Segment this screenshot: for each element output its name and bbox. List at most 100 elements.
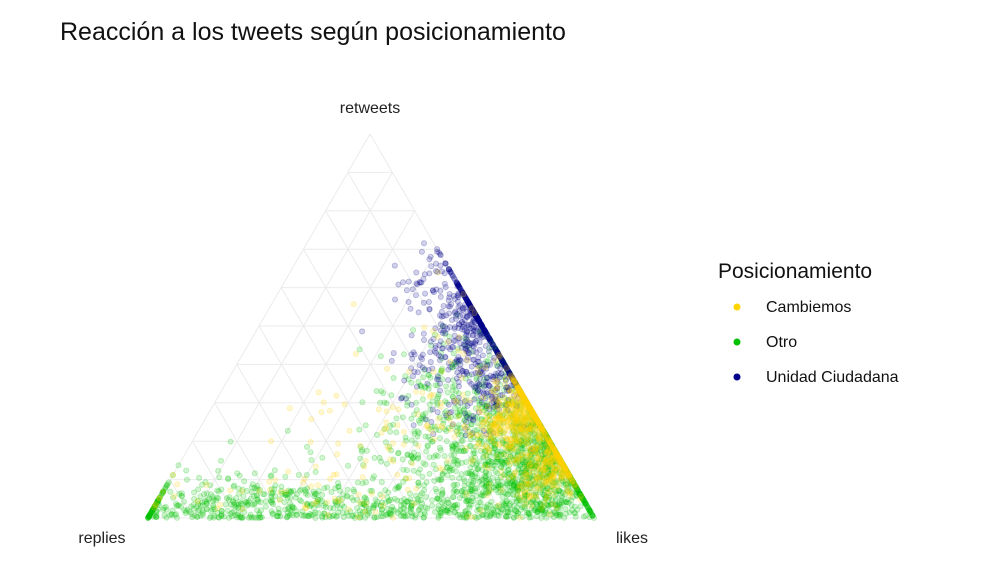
data-point bbox=[520, 394, 527, 401]
data-point bbox=[544, 448, 551, 455]
data-point bbox=[545, 437, 552, 444]
data-point bbox=[505, 513, 512, 520]
data-point bbox=[500, 451, 507, 458]
data-point bbox=[507, 410, 514, 417]
data-point bbox=[525, 475, 532, 482]
data-point bbox=[550, 446, 557, 453]
data-point bbox=[442, 260, 449, 267]
data-point bbox=[405, 298, 412, 305]
data-point bbox=[545, 437, 552, 444]
data-point bbox=[528, 462, 535, 469]
data-point bbox=[495, 502, 502, 509]
data-point bbox=[566, 473, 573, 480]
data-point bbox=[544, 435, 551, 442]
data-point bbox=[502, 381, 509, 388]
data-point bbox=[489, 459, 496, 466]
data-point bbox=[543, 441, 550, 448]
data-point bbox=[215, 467, 222, 474]
data-point bbox=[561, 464, 568, 471]
data-point bbox=[532, 431, 539, 438]
data-point bbox=[555, 454, 562, 461]
data-point bbox=[494, 470, 501, 477]
data-point bbox=[570, 479, 577, 486]
data-point bbox=[527, 437, 534, 444]
data-point bbox=[535, 419, 542, 426]
data-point bbox=[547, 439, 554, 446]
data-point bbox=[546, 438, 553, 445]
data-point bbox=[494, 410, 501, 417]
data-point bbox=[519, 415, 526, 422]
data-point bbox=[408, 379, 415, 386]
data-point bbox=[535, 419, 542, 426]
data-point bbox=[531, 412, 538, 419]
data-point bbox=[296, 487, 303, 494]
grid-line-likes bbox=[548, 479, 573, 519]
data-point bbox=[402, 434, 409, 441]
data-point bbox=[537, 500, 544, 507]
data-point bbox=[527, 406, 534, 413]
grid-line-replies bbox=[214, 402, 283, 519]
data-point bbox=[505, 400, 512, 407]
data-point bbox=[549, 501, 556, 508]
data-point bbox=[543, 432, 550, 439]
data-point bbox=[423, 448, 430, 455]
data-point bbox=[520, 434, 527, 441]
data-point bbox=[543, 463, 550, 470]
data-point bbox=[362, 508, 369, 515]
data-point bbox=[557, 457, 564, 464]
data-point bbox=[449, 462, 456, 469]
data-point bbox=[563, 499, 570, 506]
data-point bbox=[524, 474, 531, 481]
data-point bbox=[499, 436, 506, 443]
data-point bbox=[393, 415, 400, 422]
data-point bbox=[556, 455, 563, 462]
data-point bbox=[324, 511, 331, 518]
data-point bbox=[524, 436, 531, 443]
data-point bbox=[453, 375, 460, 382]
data-point bbox=[464, 427, 471, 434]
data-point bbox=[487, 480, 494, 487]
data-point bbox=[442, 353, 449, 360]
data-point bbox=[429, 398, 436, 405]
data-point bbox=[526, 514, 533, 521]
data-point bbox=[318, 409, 325, 416]
data-point bbox=[550, 458, 557, 465]
data-point bbox=[425, 366, 432, 373]
data-point bbox=[422, 410, 429, 417]
data-point bbox=[461, 482, 468, 489]
data-point bbox=[557, 456, 564, 463]
data-point bbox=[533, 427, 540, 434]
data-point bbox=[540, 428, 547, 435]
data-point bbox=[512, 419, 519, 426]
data-point bbox=[423, 422, 430, 429]
data-point bbox=[400, 428, 407, 435]
data-point bbox=[548, 442, 555, 449]
data-point bbox=[533, 416, 540, 423]
data-point bbox=[307, 438, 314, 445]
data-point bbox=[232, 495, 239, 502]
data-point bbox=[507, 440, 514, 447]
data-point bbox=[545, 470, 552, 477]
data-point bbox=[503, 498, 510, 505]
data-point bbox=[434, 495, 441, 502]
data-point bbox=[531, 413, 538, 420]
data-point bbox=[446, 294, 453, 301]
data-point bbox=[272, 476, 279, 483]
data-point bbox=[460, 323, 467, 330]
data-point bbox=[470, 450, 477, 457]
data-point bbox=[505, 462, 512, 469]
data-point bbox=[457, 357, 464, 364]
data-point bbox=[464, 496, 471, 503]
data-point bbox=[526, 466, 533, 473]
data-point bbox=[378, 479, 385, 486]
data-point bbox=[527, 457, 534, 464]
data-point bbox=[543, 433, 550, 440]
data-point bbox=[517, 483, 524, 490]
data-point bbox=[180, 498, 187, 505]
data-point bbox=[542, 452, 549, 459]
data-point bbox=[550, 491, 557, 498]
data-point bbox=[464, 497, 471, 504]
data-point bbox=[497, 412, 504, 419]
data-point bbox=[413, 269, 420, 276]
data-point bbox=[403, 498, 410, 505]
